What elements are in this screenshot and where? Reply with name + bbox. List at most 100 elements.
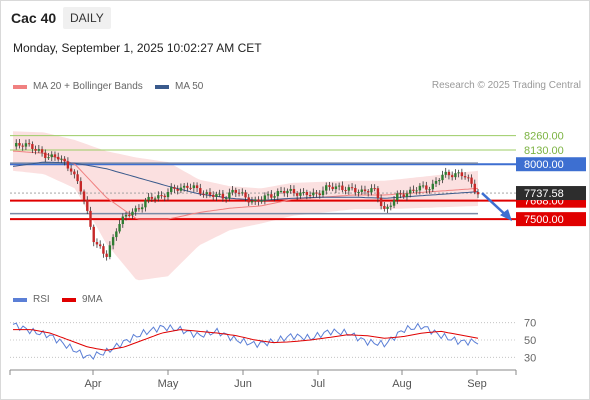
candle-body bbox=[244, 192, 247, 198]
candle-body bbox=[182, 185, 186, 188]
last-price-label: 7737.58 bbox=[524, 188, 564, 200]
candle-body bbox=[447, 171, 451, 176]
candle-body bbox=[325, 185, 328, 191]
candle-body bbox=[21, 145, 24, 147]
x-tick-label-Aug: Aug bbox=[392, 378, 412, 390]
candle-body bbox=[224, 198, 228, 200]
rsi-tick-50: 50 bbox=[524, 335, 536, 347]
candle-body bbox=[308, 195, 312, 197]
legend-rsi-label: RSI bbox=[33, 294, 50, 305]
candle-body bbox=[373, 188, 376, 190]
rsi-tick-70: 70 bbox=[524, 318, 536, 330]
candle-body bbox=[105, 253, 108, 257]
candle-body bbox=[402, 194, 405, 197]
last-price-tag-bg bbox=[516, 186, 586, 201]
candle-body bbox=[134, 208, 137, 212]
x-tick-label-Sep: Sep bbox=[467, 378, 487, 390]
legend-9ma-label: 9MA bbox=[82, 294, 103, 305]
candle-body bbox=[312, 192, 315, 196]
candle-body bbox=[260, 200, 263, 202]
candle-body bbox=[121, 216, 124, 225]
candle-body bbox=[421, 185, 425, 187]
candle-body bbox=[379, 198, 383, 207]
candle-body bbox=[69, 168, 73, 172]
candle-body bbox=[318, 193, 321, 196]
candle-body bbox=[357, 191, 360, 193]
legend-rsi: RSI bbox=[13, 294, 50, 305]
candle-body bbox=[360, 189, 363, 192]
candle-body bbox=[415, 190, 418, 192]
candle-body bbox=[444, 171, 447, 175]
candle-body bbox=[66, 161, 70, 169]
x-tick-label-Apr: Apr bbox=[84, 378, 101, 390]
candle-body bbox=[295, 193, 299, 196]
candle-body bbox=[234, 189, 238, 193]
candle-body bbox=[208, 192, 212, 195]
candle-body bbox=[205, 192, 208, 195]
candle-body bbox=[344, 190, 347, 192]
legend-ma20-label: MA 20 + Bollinger Bands bbox=[33, 81, 143, 92]
candle-body bbox=[160, 195, 163, 197]
candle-body bbox=[144, 200, 147, 208]
candle-body bbox=[386, 206, 389, 209]
candle-body bbox=[18, 143, 21, 146]
candle-body bbox=[408, 189, 412, 194]
candle-body bbox=[383, 206, 386, 209]
candle-body bbox=[179, 187, 183, 191]
candle-body bbox=[195, 185, 199, 189]
candle-body bbox=[31, 144, 34, 149]
candle-body bbox=[334, 186, 338, 190]
candle-body bbox=[86, 200, 89, 211]
candle-body bbox=[283, 190, 286, 194]
candle-body bbox=[279, 190, 283, 192]
candle-body bbox=[315, 192, 318, 194]
candle-body bbox=[176, 188, 179, 191]
timeframe-badge[interactable]: DAILY bbox=[63, 7, 111, 29]
candle-body bbox=[147, 196, 150, 201]
bollinger-band-area bbox=[13, 131, 478, 281]
candle-body bbox=[428, 189, 431, 191]
candle-body bbox=[425, 185, 428, 190]
candle-body bbox=[350, 187, 354, 189]
level-label-8260.00: 8260.00 bbox=[524, 131, 564, 143]
timestamp: Monday, September 1, 2025 10:02:27 AM CE… bbox=[13, 41, 262, 55]
candle-body bbox=[189, 187, 192, 189]
candle-body bbox=[24, 143, 28, 147]
level-label-7500.00: 7500.00 bbox=[524, 214, 564, 226]
candle-body bbox=[354, 187, 357, 193]
candle-body bbox=[463, 176, 467, 178]
level-label-8130.00: 8130.00 bbox=[524, 145, 564, 157]
candle-body bbox=[27, 143, 31, 145]
candle-body bbox=[367, 191, 370, 193]
candle-body bbox=[476, 192, 480, 195]
candle-body bbox=[170, 187, 173, 193]
candle-body bbox=[331, 186, 334, 190]
candle-body bbox=[250, 200, 254, 203]
candle-body bbox=[218, 193, 221, 195]
candle-body bbox=[202, 193, 205, 195]
candle-body bbox=[467, 177, 470, 179]
candle-body bbox=[98, 244, 102, 247]
candle-body bbox=[370, 188, 373, 193]
rsi-tick-30: 30 bbox=[524, 352, 536, 364]
ma20-swatch bbox=[13, 84, 27, 89]
candle-body bbox=[40, 149, 44, 153]
candle-body bbox=[392, 200, 396, 206]
candle-body bbox=[79, 181, 83, 192]
candle-body bbox=[247, 197, 250, 203]
candle-body bbox=[131, 211, 134, 216]
candle-body bbox=[76, 174, 79, 182]
candle-body bbox=[457, 172, 460, 174]
candle-body bbox=[186, 185, 189, 188]
candle-body bbox=[228, 192, 231, 199]
candle-body bbox=[292, 188, 296, 194]
candle-body bbox=[399, 193, 402, 195]
copyright-text: Research © 2025 Trading Central bbox=[431, 80, 581, 91]
candle-body bbox=[57, 156, 60, 160]
candle-body bbox=[118, 224, 121, 232]
candle-body bbox=[89, 210, 92, 227]
candle-body bbox=[115, 231, 118, 238]
candle-body bbox=[166, 192, 170, 198]
candle-body bbox=[111, 237, 115, 246]
